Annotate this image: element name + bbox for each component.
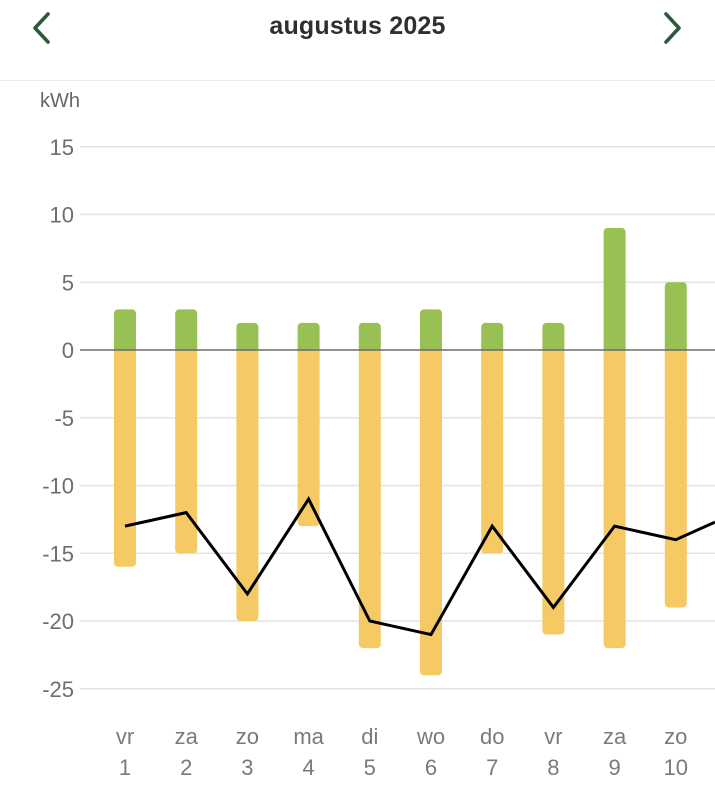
bar-positive-base	[236, 345, 259, 350]
x-tick-day: zo	[664, 724, 687, 749]
bar-positive	[358, 322, 381, 350]
bar-positive	[175, 309, 198, 350]
bar-negative	[358, 350, 381, 649]
bar-positive-base	[175, 345, 198, 350]
previous-month-button[interactable]	[20, 6, 64, 50]
bar-negative	[236, 350, 259, 621]
y-tick-label: -25	[42, 677, 74, 702]
x-tick-day: za	[175, 724, 199, 749]
bar-negative	[297, 350, 320, 527]
bar-negative	[114, 350, 136, 567]
bar-negative-base	[420, 350, 442, 355]
bar-negative	[603, 350, 626, 649]
x-tick-date: 5	[364, 755, 376, 780]
y-tick-label: 10	[50, 203, 74, 228]
x-tick-day: vr	[116, 724, 134, 749]
bar-positive-base	[664, 345, 687, 350]
bar-positive	[114, 309, 136, 350]
x-tick-day: vr	[544, 724, 562, 749]
bar-negative	[420, 350, 442, 676]
bar-negative-base	[114, 350, 136, 355]
bar-negative-base	[297, 350, 320, 355]
x-tick-date: 10	[664, 755, 688, 780]
bar-negative-base	[481, 350, 504, 355]
bar-positive-base	[420, 345, 442, 350]
bar-positive	[481, 322, 504, 350]
page-title: augustus 2025	[269, 12, 446, 40]
bar-positive-base	[358, 345, 381, 350]
y-tick-label: 0	[62, 338, 74, 363]
bar-negative	[175, 350, 198, 554]
bar-negative-base	[358, 350, 381, 355]
bar-negative	[542, 350, 565, 635]
y-tick-label: 5	[62, 270, 74, 295]
x-tick-date: 4	[302, 755, 314, 780]
bar-positive	[420, 309, 442, 350]
month-header: augustus 2025	[0, 0, 715, 81]
chevron-right-icon	[664, 12, 681, 44]
x-tick-date: 6	[425, 755, 437, 780]
bar-negative	[481, 350, 504, 554]
bar-positive	[542, 322, 565, 350]
bar-negative-base	[175, 350, 198, 355]
y-axis-unit-label: kWh	[40, 90, 80, 112]
chevron-left-icon	[33, 12, 50, 44]
bar-negative	[664, 350, 687, 608]
x-tick-day: do	[480, 724, 504, 749]
bar-positive	[236, 322, 259, 350]
x-tick-date: 7	[486, 755, 498, 780]
bar-positive-base	[603, 345, 626, 350]
x-tick-date: 1	[119, 755, 131, 780]
bar-positive	[603, 228, 626, 350]
x-tick-day: di	[361, 724, 378, 749]
bar-negative-base	[542, 350, 565, 355]
bar-positive	[664, 282, 687, 350]
x-tick-day: wo	[416, 724, 445, 749]
bar-positive-base	[481, 345, 504, 350]
x-tick-day: za	[603, 724, 627, 749]
y-tick-label: -5	[54, 406, 74, 431]
y-tick-label: 15	[50, 135, 74, 160]
y-tick-label: -15	[42, 541, 74, 566]
x-tick-day: ma	[293, 724, 324, 749]
x-tick-date: 3	[241, 755, 253, 780]
bar-negative-base	[664, 350, 687, 355]
bar-positive-base	[297, 345, 320, 350]
x-tick-day: zo	[236, 724, 259, 749]
x-tick-date: 8	[547, 755, 559, 780]
x-tick-date: 9	[608, 755, 620, 780]
bar-positive	[297, 322, 320, 350]
bar-positive-base	[542, 345, 565, 350]
bar-positive-base	[114, 345, 136, 350]
bar-negative-base	[603, 350, 626, 355]
next-month-button[interactable]	[650, 6, 694, 50]
x-tick-date: 2	[180, 755, 192, 780]
y-tick-label: -20	[42, 609, 74, 634]
y-tick-label: -10	[42, 474, 74, 499]
bar-negative-base	[236, 350, 259, 355]
